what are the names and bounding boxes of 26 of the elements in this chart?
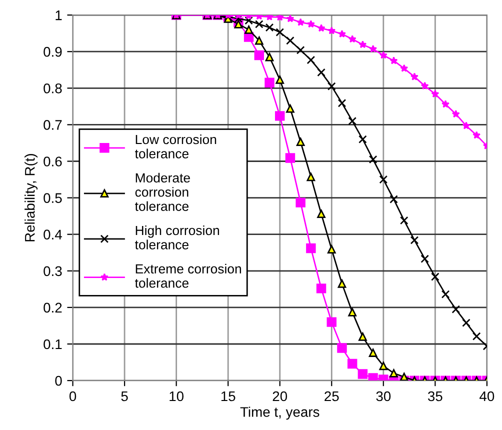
x-tick-label: 30: [376, 391, 391, 402]
x-axis-title: Time t, years: [240, 406, 320, 420]
x-tick-label: 5: [121, 391, 128, 402]
y-tick-label: 0.8: [44, 83, 62, 94]
y-axis-title: Reliability, R(t): [24, 154, 38, 242]
x-tick-label: 40: [480, 391, 494, 402]
x-tick-label: 10: [170, 391, 184, 402]
legend-label: Extreme corrosion tolerance: [135, 264, 242, 288]
y-tick-label: 0.9: [44, 46, 62, 57]
y-tick-label: 0.3: [44, 266, 62, 276]
x-tick-label: 25: [324, 391, 339, 402]
x-tick-label: 20: [272, 391, 288, 402]
x-tick-label: 35: [428, 391, 442, 402]
y-tick-label: 0.2: [44, 302, 62, 313]
y-tick-label: 0.1: [44, 339, 62, 350]
x-tick-label: 0: [69, 391, 76, 402]
legend-label: Low corrosion tolerance: [135, 134, 216, 158]
y-tick-label: 0.6: [44, 156, 62, 166]
y-tick-label: 0.5: [44, 193, 62, 203]
y-tick-label: 0.4: [44, 230, 62, 240]
legend-label: High corrosion tolerance: [135, 225, 220, 250]
x-tick-label: 15: [221, 391, 236, 402]
y-tick-label: 0.7: [44, 120, 62, 130]
legend-label: Moderate corrosion tolerance: [135, 172, 190, 211]
y-tick-label: 1: [56, 10, 62, 20]
y-tick-label: 0: [55, 376, 62, 386]
